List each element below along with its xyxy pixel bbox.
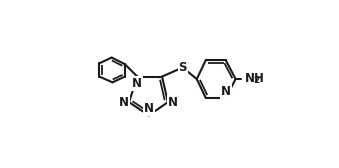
Text: N: N [168,96,178,109]
Text: N: N [221,85,231,98]
Text: NH: NH [245,72,264,85]
Text: N: N [144,102,154,115]
Text: N: N [119,96,129,109]
Text: N: N [132,77,142,90]
Text: S: S [178,61,187,74]
Text: 2: 2 [254,76,260,85]
